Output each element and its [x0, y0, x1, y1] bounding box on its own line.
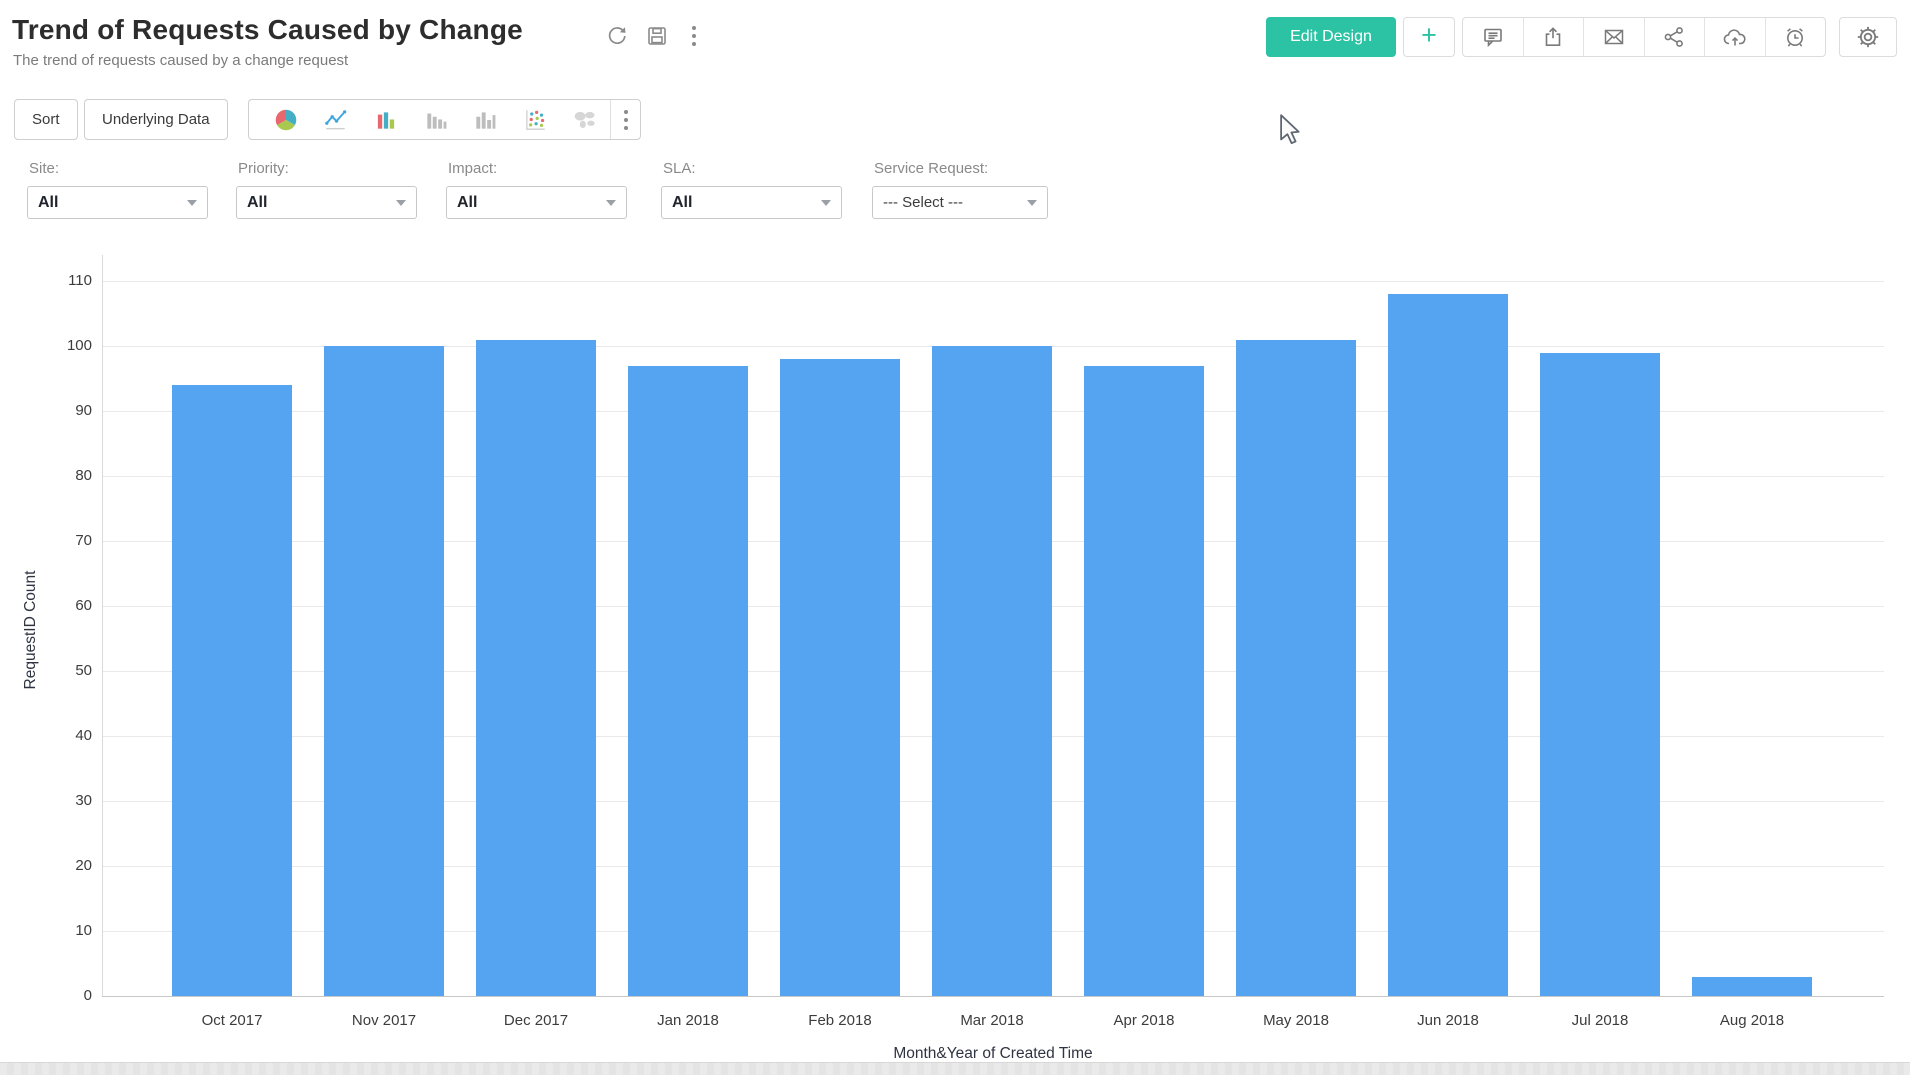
- x-tick-label: Oct 2017: [201, 1012, 263, 1029]
- chart-type-toolbar: [248, 99, 641, 140]
- x-tick-label: Feb 2018: [808, 1012, 872, 1029]
- chevron-down-icon: [187, 199, 197, 206]
- cloud-upload-icon[interactable]: [1704, 18, 1765, 56]
- priority-dropdown[interactable]: All: [236, 186, 417, 219]
- edit-design-button[interactable]: Edit Design: [1266, 17, 1396, 57]
- priority-value: All: [247, 193, 268, 211]
- y-tick-label: 10: [75, 922, 92, 939]
- bar[interactable]: [780, 359, 900, 996]
- service-request-dropdown[interactable]: --- Select ---: [872, 186, 1048, 219]
- bar[interactable]: [1236, 339, 1356, 996]
- y-tick-label: 110: [68, 272, 92, 289]
- bar[interactable]: [1084, 365, 1204, 996]
- filter-label-site: Site:: [29, 160, 60, 177]
- y-tick-label: 80: [75, 467, 92, 484]
- x-tick-label: Dec 2017: [503, 1012, 569, 1029]
- chevron-down-icon: [606, 199, 616, 206]
- export-icon[interactable]: [1522, 18, 1584, 56]
- x-tick-label: Jan 2018: [657, 1012, 719, 1029]
- alarm-clock-icon[interactable]: [1764, 18, 1826, 56]
- add-button[interactable]: +: [1403, 17, 1455, 57]
- y-tick-label: 30: [75, 792, 92, 809]
- sort-button[interactable]: Sort: [14, 99, 78, 140]
- toolbar-divider: [610, 100, 612, 139]
- pie-chart-icon[interactable]: [261, 100, 311, 139]
- x-tick-label: Nov 2017: [351, 1012, 417, 1029]
- y-tick-label: 100: [66, 337, 92, 354]
- bar[interactable]: [1692, 976, 1812, 996]
- bar-chart-color-icon[interactable]: [361, 100, 411, 139]
- chevron-down-icon: [1027, 199, 1037, 206]
- x-tick-label: Apr 2018: [1113, 1012, 1175, 1029]
- y-tick-label: 20: [75, 857, 92, 874]
- gridline: [103, 281, 1884, 282]
- bar[interactable]: [932, 346, 1052, 996]
- y-tick-label: 70: [75, 532, 92, 549]
- y-tick-label: 60: [75, 597, 92, 614]
- filter-label-priority: Priority:: [238, 160, 289, 177]
- bar[interactable]: [476, 339, 596, 996]
- sla-dropdown[interactable]: All: [661, 186, 842, 219]
- x-tick-label: Jul 2018: [1571, 1012, 1629, 1029]
- line-chart-icon[interactable]: [311, 100, 361, 139]
- chevron-down-icon: [396, 199, 406, 206]
- scatter-plot-icon[interactable]: [510, 100, 560, 139]
- impact-value: All: [457, 193, 478, 211]
- x-tick-label: May 2018: [1263, 1012, 1329, 1029]
- bar[interactable]: [1388, 294, 1508, 996]
- service-request-value: --- Select ---: [883, 194, 963, 211]
- filter-label-sla: SLA:: [663, 160, 696, 177]
- impact-dropdown[interactable]: All: [446, 186, 627, 219]
- share-icon[interactable]: [1643, 18, 1705, 56]
- more-chart-options-icon[interactable]: [611, 100, 640, 139]
- more-options-icon[interactable]: [680, 22, 708, 50]
- x-tick-label: Aug 2018: [1719, 1012, 1785, 1029]
- y-tick-label: 0: [83, 987, 92, 1004]
- underlying-data-button[interactable]: Underlying Data: [84, 99, 228, 140]
- bar[interactable]: [324, 346, 444, 996]
- mouse-cursor: [1276, 114, 1304, 146]
- page-subtitle: The trend of requests caused by a change…: [13, 52, 349, 69]
- bar[interactable]: [1540, 352, 1660, 996]
- horizontal-scrollbar[interactable]: [0, 1062, 1910, 1075]
- chevron-down-icon: [821, 199, 831, 206]
- x-axis-line: [102, 996, 1884, 997]
- y-tick-label: 50: [75, 662, 92, 679]
- site-value: All: [38, 193, 59, 211]
- bar[interactable]: [628, 365, 748, 996]
- action-icon-group: [1462, 17, 1826, 57]
- x-tick-label: Jun 2018: [1417, 1012, 1479, 1029]
- refresh-icon[interactable]: [603, 22, 631, 50]
- bar-chart-mixed-icon[interactable]: [461, 100, 511, 139]
- filter-label-service-request: Service Request:: [874, 160, 989, 177]
- x-tick-label: Mar 2018: [960, 1012, 1024, 1029]
- y-tick-label: 40: [75, 727, 92, 744]
- filter-label-impact: Impact:: [448, 160, 498, 177]
- comment-icon[interactable]: [1463, 18, 1523, 56]
- bar-chart-gray-icon[interactable]: [411, 100, 461, 139]
- bar[interactable]: [172, 385, 292, 996]
- site-dropdown[interactable]: All: [27, 186, 208, 219]
- x-axis-title: Month&Year of Created Time: [893, 1045, 1093, 1062]
- y-axis-line: [102, 255, 103, 996]
- gear-icon[interactable]: [1839, 17, 1897, 57]
- sla-value: All: [672, 193, 693, 211]
- y-tick-label: 90: [75, 402, 92, 419]
- page-title: Trend of Requests Caused by Change: [12, 14, 523, 45]
- save-icon[interactable]: [643, 22, 671, 50]
- map-chart-icon[interactable]: [560, 100, 610, 139]
- email-icon[interactable]: [1583, 18, 1644, 56]
